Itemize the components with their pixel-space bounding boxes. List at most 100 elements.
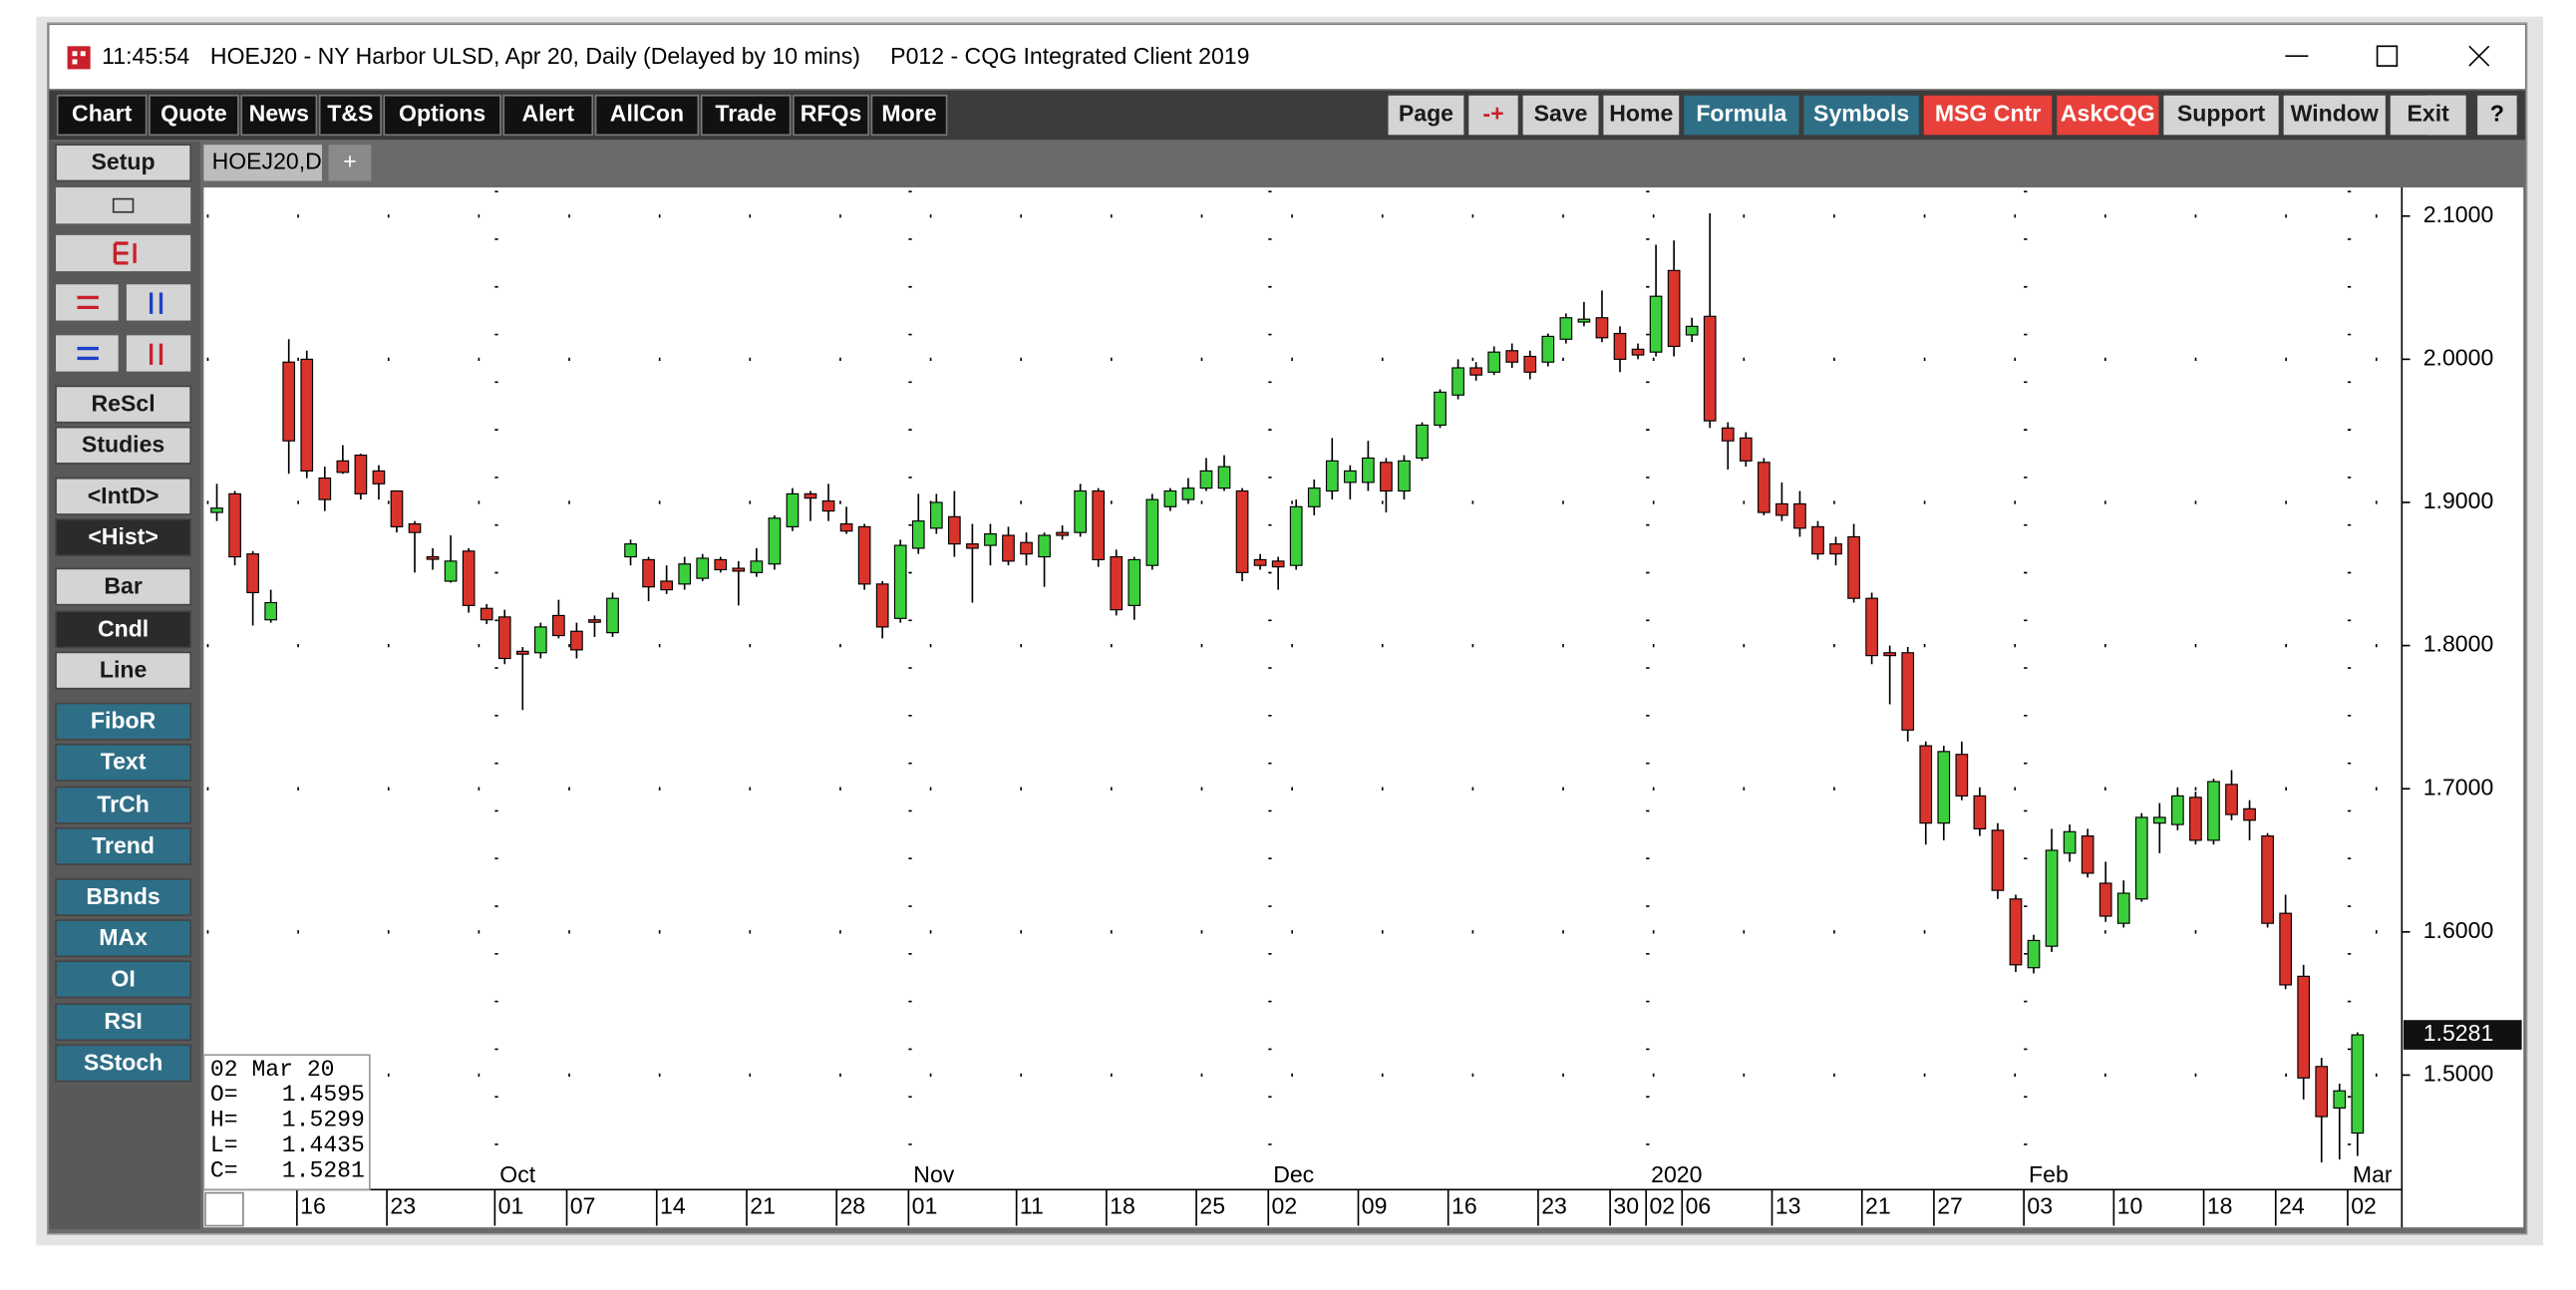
x-tick-label: 24 xyxy=(2279,1193,2305,1219)
side-button[interactable] xyxy=(55,426,191,465)
side-button[interactable] xyxy=(55,477,191,515)
date-axis xyxy=(203,1189,2403,1228)
info-date: 02 Mar 20 xyxy=(210,1057,335,1083)
toolbar-label: AllCon xyxy=(610,101,684,127)
scroll-button[interactable] xyxy=(126,284,191,321)
toolbar-button[interactable] xyxy=(240,94,318,137)
candle-body xyxy=(1469,367,1482,376)
side-button[interactable] xyxy=(55,960,191,999)
side-button[interactable] xyxy=(55,610,191,649)
toolbar-button[interactable] xyxy=(56,94,148,137)
toolbar-label: Page xyxy=(1399,101,1453,127)
candle-body xyxy=(768,517,782,565)
last-price-label: 1.5281 xyxy=(2423,1020,2494,1046)
candle-body xyxy=(1110,555,1124,611)
toolbar-label: Trade xyxy=(715,101,777,127)
app-icon xyxy=(67,46,91,70)
toolbar-button[interactable] xyxy=(383,94,501,137)
toolbar-button[interactable] xyxy=(1923,95,2053,136)
candle-body xyxy=(372,470,386,484)
side-button[interactable] xyxy=(55,567,191,606)
toolbar-label: Quote xyxy=(161,101,227,127)
candle-body xyxy=(1775,502,1788,516)
toolbar-button[interactable] xyxy=(1803,95,1919,136)
candle-body xyxy=(1289,505,1303,566)
candle-body xyxy=(1307,487,1321,507)
toolbar-button[interactable] xyxy=(318,94,382,137)
info-key: L= xyxy=(210,1132,238,1158)
help-label: ? xyxy=(2490,101,2504,127)
candle-body xyxy=(2225,784,2238,815)
side-button[interactable] xyxy=(55,919,191,958)
candle-body xyxy=(1919,745,1933,824)
scroll-box[interactable] xyxy=(204,1191,244,1227)
toolbar-button[interactable] xyxy=(502,94,594,137)
candle-body xyxy=(1002,534,1015,562)
side-button[interactable] xyxy=(55,878,191,916)
side-button[interactable] xyxy=(55,651,191,690)
side-button[interactable] xyxy=(55,702,191,741)
candle-body xyxy=(1362,457,1375,484)
toolbar-button[interactable] xyxy=(594,94,700,137)
candle-body xyxy=(1829,543,1842,555)
side-button[interactable] xyxy=(55,518,191,557)
close-button[interactable] xyxy=(2468,45,2490,67)
candle-body xyxy=(1127,558,1141,606)
toolbar-button[interactable] xyxy=(1468,95,1518,136)
toolbar-button[interactable] xyxy=(1388,95,1464,136)
zoom-button[interactable] xyxy=(56,335,119,372)
toolbar-button[interactable] xyxy=(793,94,869,137)
side-button[interactable] xyxy=(55,743,191,782)
x-tick-label: 16 xyxy=(300,1193,326,1219)
candle-body xyxy=(1937,751,1951,824)
side-button[interactable] xyxy=(55,144,191,182)
add-tab-button[interactable] xyxy=(328,145,372,181)
maximize-button[interactable] xyxy=(2376,45,2399,67)
toolbar-button[interactable] xyxy=(149,94,239,137)
toolbar-button[interactable] xyxy=(2057,95,2159,136)
candle-body xyxy=(1416,424,1429,460)
toolbar-button[interactable] xyxy=(870,94,948,137)
candle-body xyxy=(1020,541,1033,555)
candle-body xyxy=(893,544,907,619)
toolbar-button[interactable] xyxy=(2283,95,2386,136)
tab-bar xyxy=(200,141,2525,184)
month-label: Feb xyxy=(2029,1161,2069,1187)
x-tick-label: 21 xyxy=(1865,1193,1891,1219)
tab[interactable] xyxy=(203,145,322,181)
scroll-button[interactable] xyxy=(56,284,119,321)
toolbar-button[interactable] xyxy=(1684,95,1799,136)
toolbar-button[interactable] xyxy=(2390,95,2466,136)
side-button[interactable] xyxy=(55,786,191,824)
candle-body xyxy=(1092,489,1106,561)
toolbar-button[interactable] xyxy=(1603,95,1680,136)
candle-body xyxy=(210,507,223,513)
side-button[interactable] xyxy=(55,1044,191,1083)
help-button[interactable] xyxy=(2477,95,2517,136)
toolbar-button[interactable] xyxy=(700,94,792,137)
candle-body xyxy=(2315,1066,2329,1118)
info-box xyxy=(202,1054,371,1191)
toolbar-label: Formula xyxy=(1696,101,1786,127)
title-bar xyxy=(49,24,2525,90)
zoom-button[interactable] xyxy=(126,335,191,372)
candle-body xyxy=(1973,795,1987,829)
print-button[interactable] xyxy=(56,187,191,224)
toolbar-button[interactable] xyxy=(2163,95,2279,136)
candle-body xyxy=(1703,315,1717,422)
candle-body xyxy=(228,492,241,558)
candle-body xyxy=(1739,437,1753,462)
candle-body xyxy=(606,597,619,634)
candle-body xyxy=(533,626,547,654)
candle-body xyxy=(857,525,871,585)
side-button[interactable] xyxy=(55,385,191,424)
side-button[interactable] xyxy=(55,1003,191,1042)
toolbar-button[interactable] xyxy=(1522,95,1599,136)
icon-buttons xyxy=(56,187,191,372)
side-button[interactable] xyxy=(55,826,191,865)
candle-body xyxy=(1901,652,1915,731)
x-tick-label: 23 xyxy=(390,1193,416,1219)
candle-body xyxy=(1631,348,1645,356)
y-tick-label: 1.9000 xyxy=(2423,487,2494,513)
side-label: BBnds xyxy=(86,883,160,909)
